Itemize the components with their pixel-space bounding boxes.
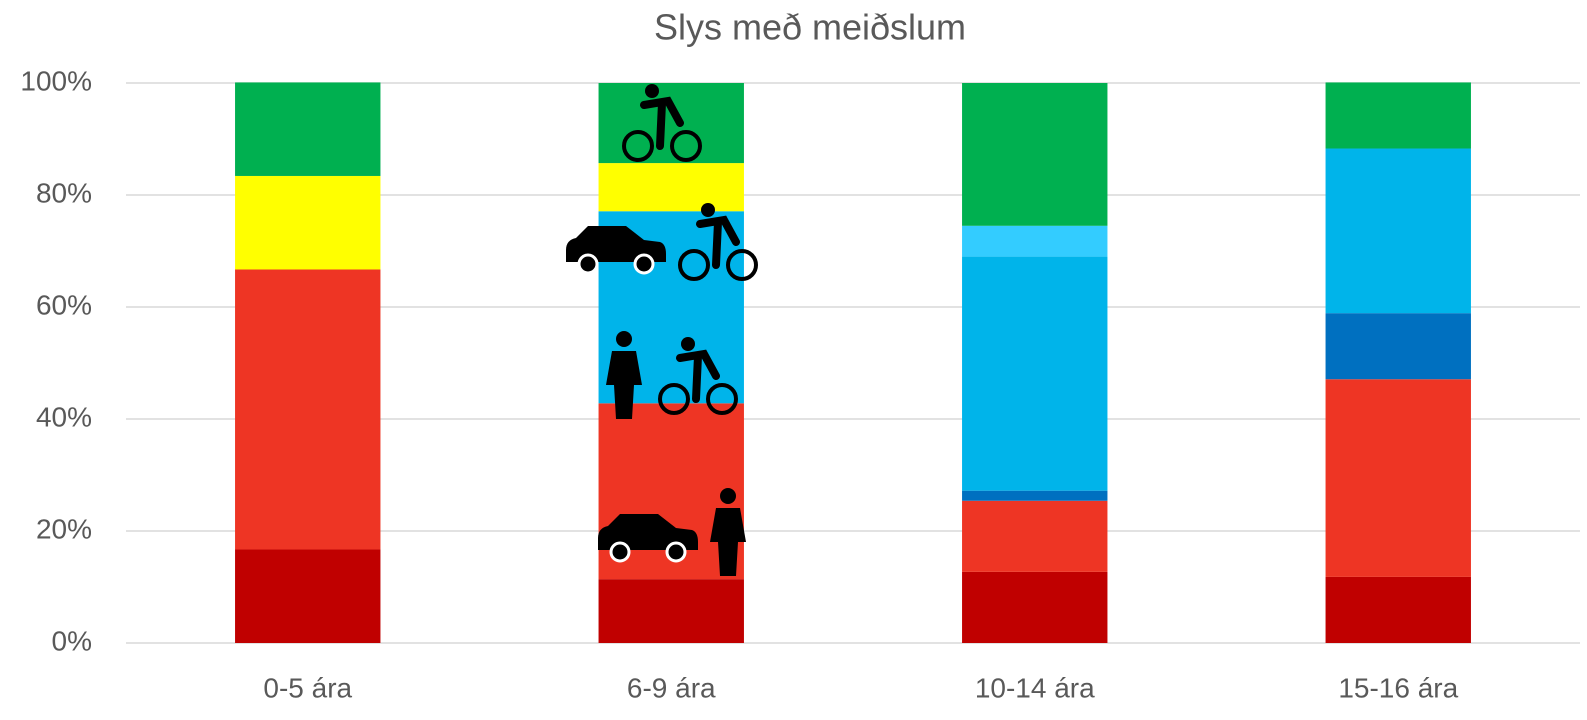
person-icon xyxy=(710,488,746,576)
bar-segment xyxy=(1325,313,1471,380)
x-tick-label: 10-14 ára xyxy=(975,672,1095,703)
y-tick-label: 80% xyxy=(36,177,92,208)
y-tick-label: 100% xyxy=(20,65,92,96)
bike-icon xyxy=(622,84,702,162)
y-tick-label: 60% xyxy=(36,289,92,320)
car-icon xyxy=(566,226,666,275)
bar-segment xyxy=(598,163,744,212)
bike-icon xyxy=(678,203,758,281)
bar-segment xyxy=(962,256,1108,491)
bar-segment xyxy=(1325,379,1471,577)
bar-segment xyxy=(962,83,1108,226)
bar-segment xyxy=(235,549,381,643)
bar-segment xyxy=(1325,148,1471,314)
x-tick-label: 15-16 ára xyxy=(1338,672,1458,703)
bar-segment xyxy=(235,269,381,550)
y-tick-label: 0% xyxy=(52,625,92,656)
bar-segment xyxy=(235,82,381,176)
y-tick-label: 40% xyxy=(36,401,92,432)
bar-segment xyxy=(962,490,1108,501)
plot: 0% 20% 40% 60% 80% 100% 0-5 ára 6-9 ára 10-14 ár… xyxy=(20,65,1580,703)
car-icon xyxy=(598,514,698,563)
x-tick-label: 0-5 ára xyxy=(263,672,352,703)
icons xyxy=(566,84,758,576)
bar-segment xyxy=(598,579,744,643)
bar-segment xyxy=(962,500,1108,572)
person-icon xyxy=(606,331,642,419)
bar-segment xyxy=(235,175,381,270)
bike-icon xyxy=(658,337,738,415)
bar-segment xyxy=(962,225,1108,257)
y-tick-label: 20% xyxy=(36,513,92,544)
bar-segment xyxy=(1325,82,1471,149)
bar-segment xyxy=(962,571,1108,643)
x-tick-label: 6-9 ára xyxy=(627,672,716,703)
bar-segment xyxy=(1325,576,1471,643)
chart-title: Slys með meiðslum xyxy=(654,7,966,48)
